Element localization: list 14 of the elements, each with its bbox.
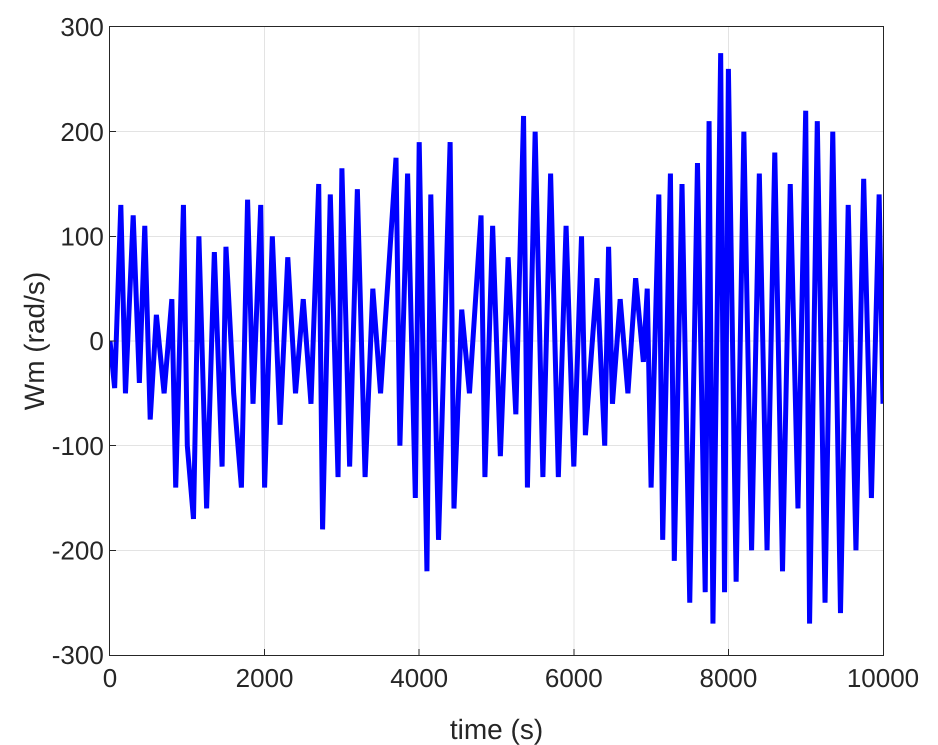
y-tick-label: -200 xyxy=(52,535,104,566)
y-tick-label: 100 xyxy=(60,221,104,252)
y-tick-label: -100 xyxy=(52,430,104,461)
y-tick-label: 200 xyxy=(60,116,104,147)
x-tick-label: 8000 xyxy=(699,663,758,694)
x-axis-title: time (s) xyxy=(450,714,544,745)
x-tick-label: 2000 xyxy=(236,663,294,694)
y-tick-label: -300 xyxy=(52,640,104,670)
y-tick-label: 0 xyxy=(89,326,104,356)
y-tick-label: 300 xyxy=(60,12,104,42)
x-tick-label: 6000 xyxy=(544,663,603,694)
x-tick-label: 10000 xyxy=(846,663,920,694)
y-axis-title: Wm (rad/s) xyxy=(19,272,50,410)
x-tick-label: 4000 xyxy=(390,663,448,694)
